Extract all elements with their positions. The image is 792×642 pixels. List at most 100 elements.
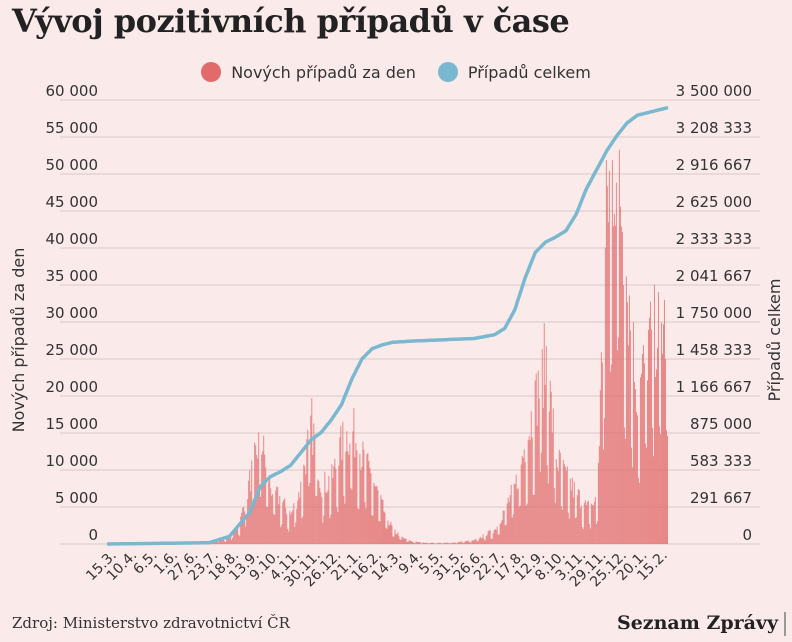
daily-bar (379, 521, 381, 544)
daily-bar (648, 317, 650, 544)
daily-bar (235, 530, 237, 544)
daily-bar (309, 482, 311, 544)
daily-bar (565, 470, 567, 544)
daily-bar (642, 345, 644, 544)
daily-bar (289, 511, 291, 544)
daily-bar (312, 455, 314, 544)
daily-bar (383, 511, 385, 544)
daily-bar (430, 542, 432, 544)
daily-bar (263, 435, 265, 544)
daily-bar (474, 539, 476, 544)
daily-bar (275, 490, 277, 544)
daily-bar (580, 505, 582, 544)
daily-bar (216, 540, 218, 544)
daily-bar (649, 301, 651, 544)
y-right-tick-label: 0 (742, 526, 752, 544)
daily-bar (266, 506, 268, 544)
daily-bar (472, 540, 474, 544)
y-right-tick-label: 875 000 (690, 415, 752, 433)
daily-bar (268, 481, 270, 544)
daily-bar (519, 505, 521, 544)
daily-bar (665, 430, 667, 544)
daily-bar (508, 501, 510, 544)
daily-bar (384, 512, 386, 544)
daily-bar (558, 449, 560, 544)
daily-bar (660, 322, 662, 544)
y-right-tick-label: 1 750 000 (676, 304, 752, 322)
y-right-tick-label: 2 333 333 (676, 230, 752, 248)
daily-bar (386, 528, 388, 544)
daily-bar (481, 537, 483, 544)
daily-bar (370, 473, 372, 544)
daily-bar (537, 370, 539, 544)
daily-bar (411, 541, 413, 544)
daily-bar (415, 541, 417, 544)
daily-bar (588, 524, 590, 544)
daily-bar (487, 531, 489, 544)
daily-bar (313, 423, 315, 544)
y-tick-label: 0 (88, 526, 98, 544)
daily-bar (498, 534, 500, 544)
daily-bar (340, 425, 342, 544)
daily-bar (318, 481, 320, 544)
total-cases-line (107, 105, 669, 546)
daily-bar (376, 485, 378, 544)
daily-bar (267, 507, 269, 544)
daily-bar (473, 539, 475, 544)
daily-bar (635, 412, 637, 544)
daily-bar (633, 381, 635, 544)
daily-bar (283, 499, 285, 544)
daily-bar (432, 542, 434, 544)
daily-bar (594, 497, 596, 544)
daily-bar (607, 222, 609, 544)
daily-bar (655, 369, 657, 544)
daily-bar (389, 524, 391, 544)
daily-bar (525, 505, 527, 544)
daily-bar (516, 488, 518, 544)
daily-bar (381, 499, 383, 544)
daily-bar (327, 490, 329, 544)
daily-bar (479, 536, 481, 544)
daily-bar (412, 542, 414, 544)
daily-bar (257, 458, 259, 544)
daily-bar (553, 488, 555, 544)
daily-bar (460, 542, 462, 544)
daily-bar (281, 524, 283, 544)
daily-bar (356, 450, 358, 544)
daily-bar (308, 486, 310, 544)
daily-bar (334, 458, 336, 544)
daily-bar (297, 500, 299, 544)
daily-bar (631, 467, 633, 544)
daily-bar (576, 495, 578, 544)
y-tick-label: 10 000 (46, 452, 99, 470)
daily-bar (298, 492, 300, 544)
daily-bar (664, 358, 666, 544)
daily-bar (287, 528, 289, 544)
daily-bar (494, 528, 496, 544)
daily-bar (358, 509, 360, 544)
daily-bar (274, 514, 276, 544)
daily-bar (647, 329, 649, 544)
daily-bar (351, 489, 353, 544)
daily-bar (593, 501, 595, 544)
daily-bar (543, 323, 545, 544)
daily-bar (324, 471, 326, 544)
daily-bar (560, 506, 562, 544)
daily-bar (658, 426, 660, 544)
daily-bar (422, 542, 424, 544)
daily-bar (365, 508, 367, 544)
daily-bar (645, 447, 647, 544)
daily-bar (556, 467, 558, 544)
daily-bar (425, 542, 427, 544)
y-right-tick-label: 2 916 667 (676, 156, 752, 174)
daily-bar (598, 446, 600, 544)
daily-bar (597, 462, 599, 544)
daily-bar (609, 371, 611, 544)
daily-bar (437, 542, 439, 544)
daily-bar (307, 429, 309, 544)
daily-bar (528, 436, 530, 544)
daily-bar (301, 518, 303, 544)
daily-bar (623, 427, 625, 544)
daily-bar (502, 510, 504, 544)
daily-bar (295, 522, 297, 544)
